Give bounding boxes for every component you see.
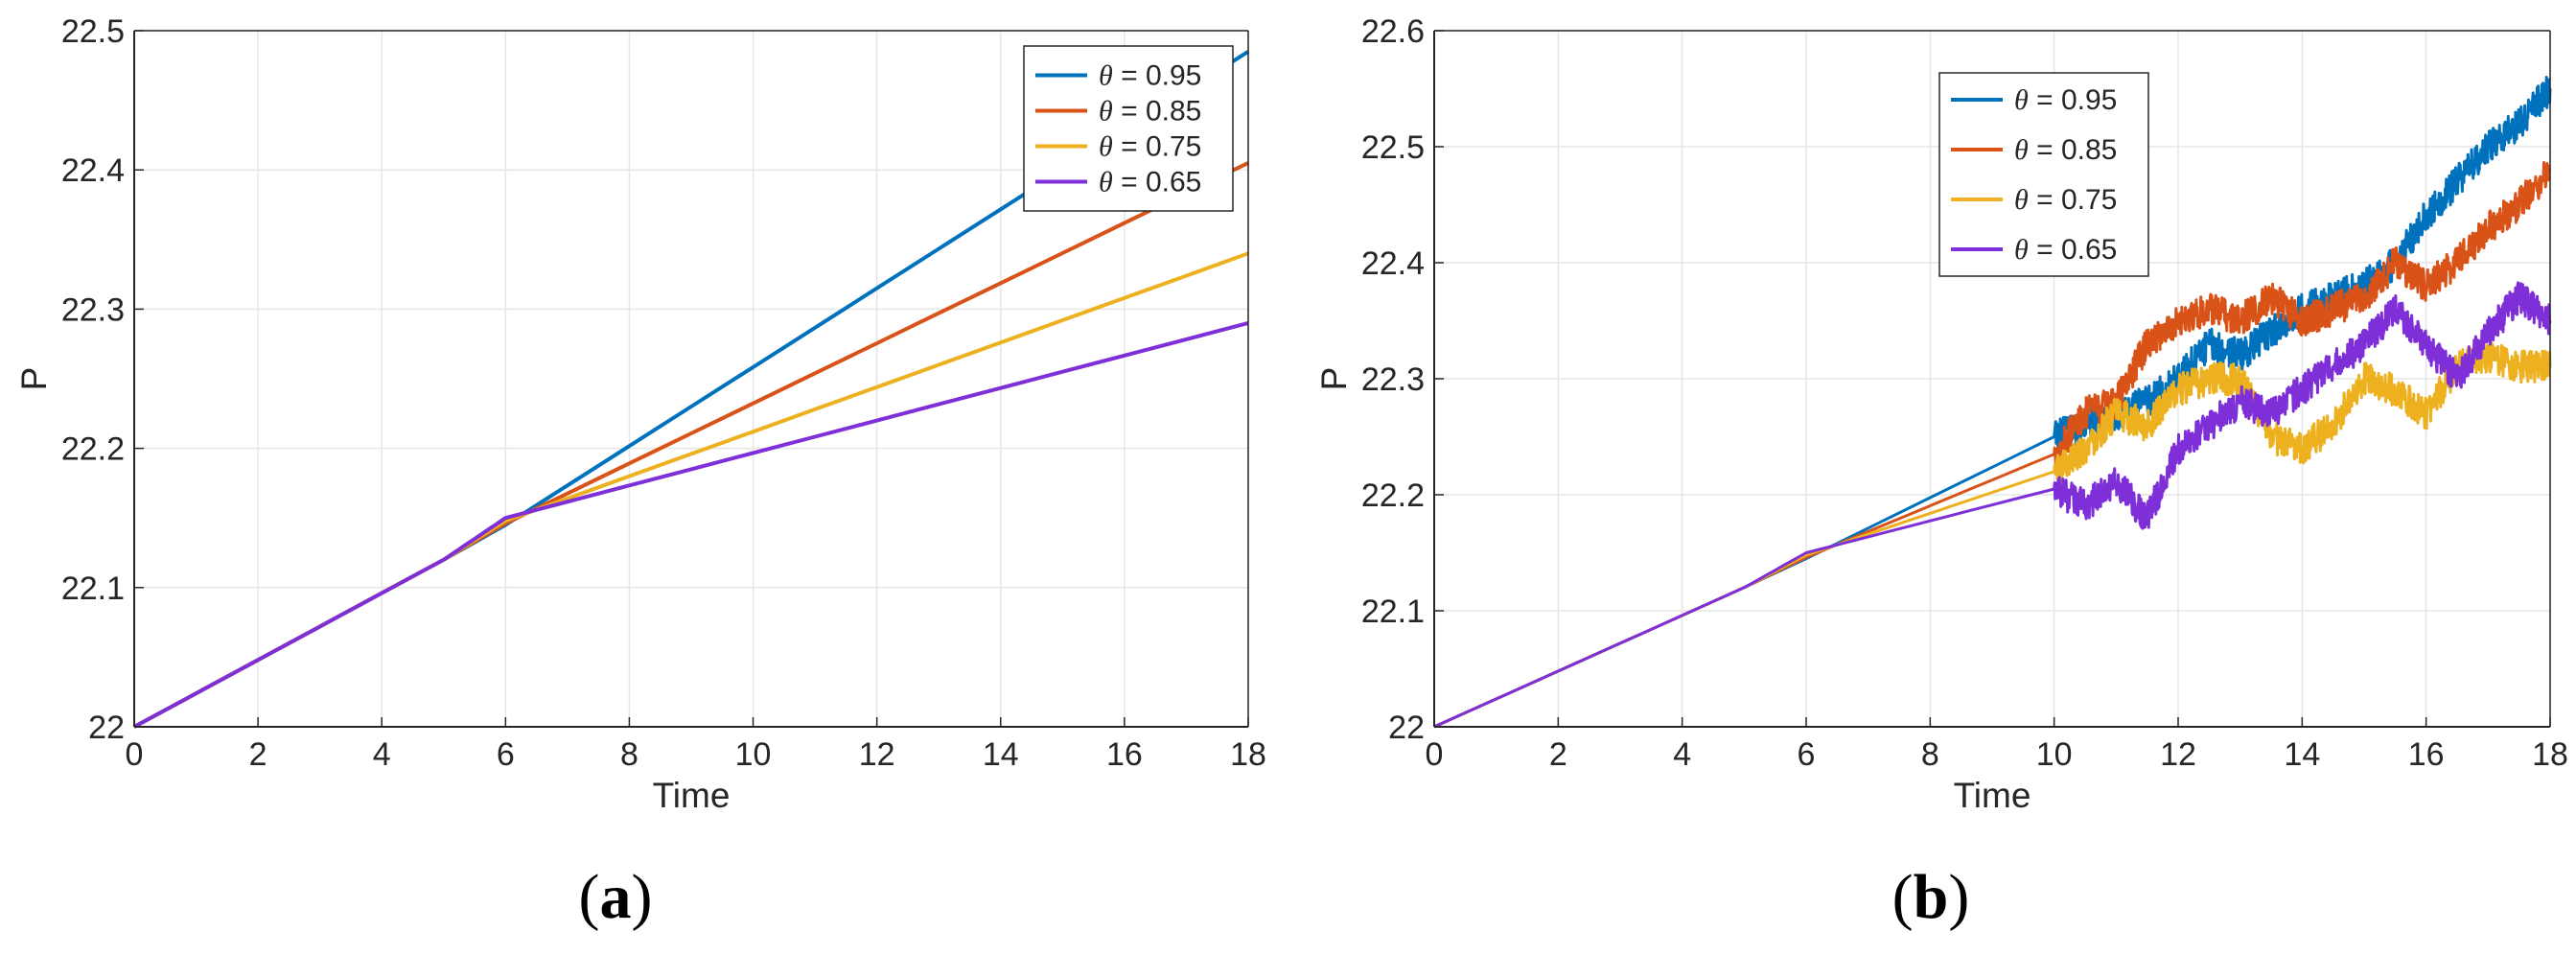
y-axis-label: P bbox=[14, 367, 54, 391]
x-tick-label: 2 bbox=[249, 736, 267, 773]
chart-a: 0 2 4 6 8 10 12 14 16 18 22 22.1 22.2 22.3 22.4 22.5 Tim… bbox=[14, 13, 1266, 815]
y-axis-label: P bbox=[1314, 367, 1354, 391]
x-tick-label: 6 bbox=[497, 736, 515, 773]
y-tick-label: 22.5 bbox=[1361, 129, 1425, 166]
y-tick-label: 22.5 bbox=[61, 13, 125, 50]
legend-entry: θ = 0.65 bbox=[2014, 234, 2117, 266]
x-tick-label: 18 bbox=[1230, 736, 1266, 773]
x-tick-label: 8 bbox=[1921, 736, 1939, 773]
y-tick-label: 22.3 bbox=[1361, 361, 1425, 398]
y-tick-label: 22.1 bbox=[1361, 594, 1425, 630]
legend-entry: θ = 0.75 bbox=[1099, 131, 1201, 163]
x-tick-label: 12 bbox=[859, 736, 895, 773]
x-tick-label: 10 bbox=[735, 736, 772, 773]
x-tick-label: 14 bbox=[983, 736, 1019, 773]
legend-entry: θ = 0.65 bbox=[1099, 167, 1201, 198]
x-axis-label: Time bbox=[653, 776, 731, 815]
series-line-1 bbox=[1433, 161, 2552, 729]
x-tick-label: 0 bbox=[1426, 736, 1444, 773]
series-line-3 bbox=[133, 320, 1249, 729]
y-tick-label: 22 bbox=[1388, 710, 1425, 746]
y-tick-label: 22.3 bbox=[61, 291, 125, 328]
x-tick-label: 6 bbox=[1798, 736, 1816, 773]
x-tick-label: 0 bbox=[126, 736, 144, 773]
panel-label-b: (b) bbox=[1892, 862, 1970, 932]
x-tick-label: 12 bbox=[2160, 736, 2196, 773]
legend: θ = 0.95 θ = 0.85θ = 0.75 θ = 0.65 bbox=[1023, 45, 1234, 212]
x-tick-label: 10 bbox=[2036, 736, 2073, 773]
legend-entry: θ = 0.85 bbox=[1099, 96, 1201, 128]
legend-entry: θ = 0.95 bbox=[1099, 60, 1201, 92]
chart-b: 0 2 4 6 8 10 12 14 16 18 22 22.1 22.2 22.3 22.4 22.5 22.… bbox=[1314, 13, 2568, 815]
panel-label-a: (a) bbox=[579, 862, 653, 932]
y-tick-label: 22.4 bbox=[1361, 245, 1425, 282]
y-tick-label: 22.2 bbox=[1361, 478, 1425, 514]
legend-entry: θ = 0.85 bbox=[2014, 134, 2117, 166]
x-tick-label: 14 bbox=[2284, 736, 2320, 773]
x-tick-label: 4 bbox=[373, 736, 391, 773]
x-tick-label: 2 bbox=[1549, 736, 1567, 773]
x-tick-label: 16 bbox=[1106, 736, 1143, 773]
x-tick-label: 18 bbox=[2532, 736, 2568, 773]
legend: θ = 0.95 θ = 0.85 θ = 0.75 θ = 0.65 bbox=[1938, 72, 2149, 277]
y-tick-label: 22 bbox=[88, 710, 125, 746]
y-tick-label: 22.1 bbox=[61, 571, 125, 607]
x-axis-label: Time bbox=[1954, 776, 2031, 815]
x-tick-label: 4 bbox=[1673, 736, 1691, 773]
x-tick-label: 16 bbox=[2408, 736, 2445, 773]
y-tick-label: 22.2 bbox=[61, 431, 125, 468]
y-tick-label: 22.6 bbox=[1361, 13, 1425, 50]
legend-entry: θ = 0.75 bbox=[2014, 184, 2117, 216]
series-line-3 bbox=[1433, 281, 2552, 729]
x-tick-label: 8 bbox=[620, 736, 638, 773]
legend-entry: θ = 0.95 bbox=[2014, 84, 2117, 116]
legend-box bbox=[1938, 72, 2149, 277]
y-tick-label: 22.4 bbox=[61, 152, 125, 189]
